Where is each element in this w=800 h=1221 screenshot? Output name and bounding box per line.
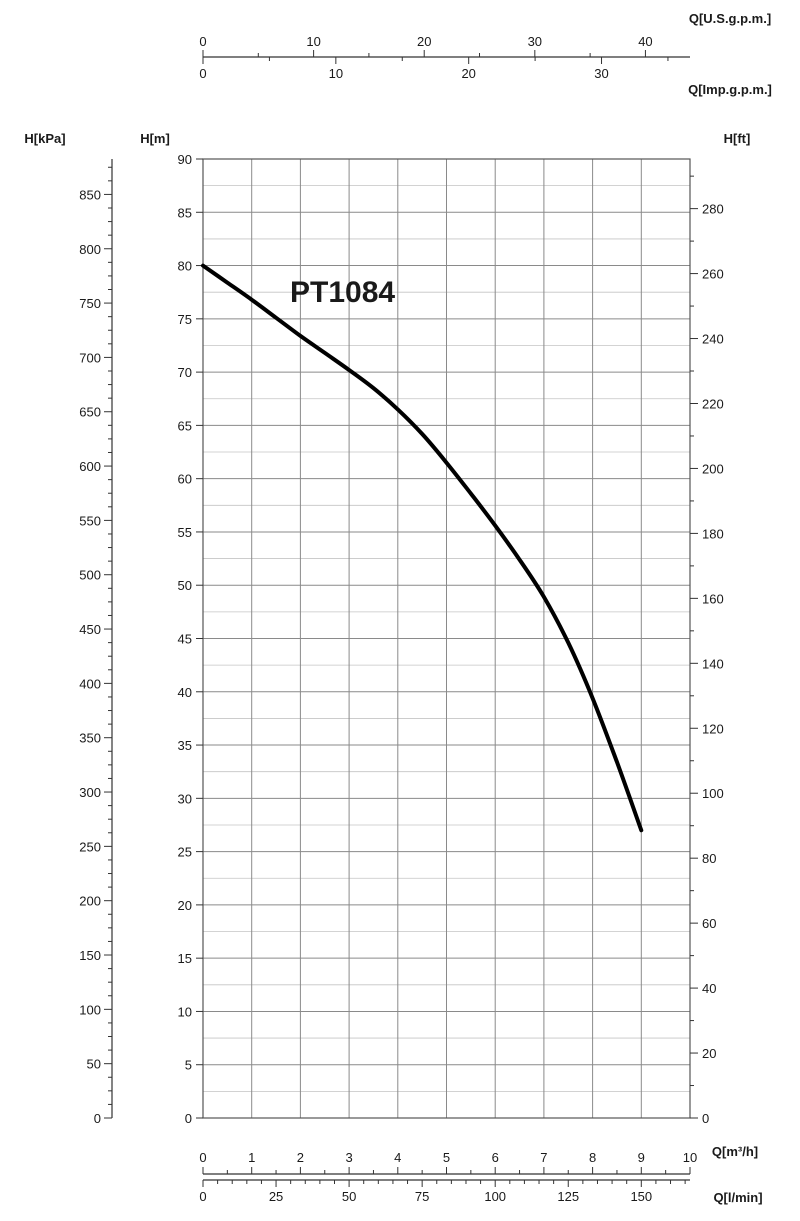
h-kpa-tick-label: 300 [79,785,101,800]
h-kpa-tick-label: 850 [79,187,101,202]
h-m-tick-label: 55 [178,525,192,540]
h-kpa-tick-label: 150 [79,948,101,963]
h-m-tick-label: 25 [178,845,192,860]
q-usgpm-tick-label: 30 [528,34,542,49]
q-m3h-tick-label: 2 [297,1150,304,1165]
h-m-tick-label: 80 [178,259,192,274]
h-m-tick-label: 75 [178,312,192,327]
q-m3h-tick-label: 7 [540,1150,547,1165]
h-kpa-tick-label: 100 [79,1002,101,1017]
h-ft-tick-label: 160 [702,591,724,606]
h-m-tick-label: 30 [178,791,192,806]
h-m-tick-label: 85 [178,205,192,220]
q-impgpm-tick-label: 10 [329,66,343,81]
q-m3h-tick-label: 5 [443,1150,450,1165]
h-ft-tick-label: 100 [702,786,724,801]
h-kpa-tick-label: 500 [79,568,101,583]
q-impgpm-axis-label: Q[Imp.g.p.m.] [688,82,772,97]
h-ft-tick-label: 0 [702,1111,709,1126]
q-m3h-tick-label: 9 [638,1150,645,1165]
h-m-tick-label: 50 [178,578,192,593]
h-kpa-tick-label: 0 [94,1111,101,1126]
h-ft-tick-label: 180 [702,526,724,541]
h-ft-tick-label: 20 [702,1046,716,1061]
q-lmin-tick-label: 100 [484,1189,506,1204]
h-kpa-tick-label: 450 [79,622,101,637]
h-ft-tick-label: 240 [702,332,724,347]
h-ft-tick-label: 140 [702,656,724,671]
h-kpa-tick-label: 250 [79,839,101,854]
q-impgpm-tick-label: 0 [199,66,206,81]
grid [202,158,691,1119]
h-kpa-tick-label: 350 [79,731,101,746]
h-ft-tick-label: 200 [702,461,724,476]
q-m3h-axis-label: Q[m³/h] [712,1144,758,1159]
h-m-tick-label: 35 [178,738,192,753]
h-m-tick-label: 0 [185,1111,192,1126]
h-m-tick-label: 60 [178,472,192,487]
h-kpa-tick-label: 800 [79,242,101,257]
q-impgpm-tick-label: 20 [461,66,475,81]
h-m-tick-label: 90 [178,152,192,167]
h-ft-tick-label: 220 [702,396,724,411]
h-m-tick-label: 40 [178,685,192,700]
curve-label-pt1084: PT1084 [290,276,395,309]
series-line-pt1084 [201,263,644,833]
q-m3h-tick-label: 3 [345,1150,352,1165]
q-lmin-tick-label: 50 [342,1189,356,1204]
q-usgpm-tick-label: 20 [417,34,431,49]
h-ft-tick-label: 80 [702,851,716,866]
h-kpa-tick-label: 650 [79,405,101,420]
axes: 051015202530354045505560657075808590H[m]… [24,11,771,1205]
h-ft-axis-label: H[ft] [724,131,751,146]
h-ft-tick-label: 260 [702,267,724,282]
curves [201,263,644,833]
h-m-tick-label: 45 [178,632,192,647]
h-m-tick-label: 65 [178,418,192,433]
q-lmin-tick-label: 0 [199,1189,206,1204]
q-usgpm-tick-label: 0 [199,34,206,49]
q-usgpm-axis-label: Q[U.S.g.p.m.] [689,11,771,26]
h-ft-tick-label: 40 [702,981,716,996]
h-m-tick-label: 20 [178,898,192,913]
q-m3h-tick-label: 6 [492,1150,499,1165]
q-m3h-tick-label: 10 [683,1150,697,1165]
h-m-axis-label: H[m] [140,131,170,146]
q-lmin-tick-label: 75 [415,1189,429,1204]
q-m3h-tick-label: 8 [589,1150,596,1165]
q-lmin-axis-label: Q[l/min] [713,1190,762,1205]
h-kpa-tick-label: 550 [79,513,101,528]
h-kpa-tick-label: 750 [79,296,101,311]
q-impgpm-tick-label: 30 [594,66,608,81]
h-m-tick-label: 15 [178,951,192,966]
q-m3h-tick-label: 4 [394,1150,401,1165]
h-m-tick-label: 70 [178,365,192,380]
h-kpa-tick-label: 400 [79,676,101,691]
h-ft-tick-label: 60 [702,916,716,931]
q-m3h-tick-label: 1 [248,1150,255,1165]
h-m-tick-label: 10 [178,1004,192,1019]
q-usgpm-tick-label: 40 [638,34,652,49]
h-kpa-axis-label: H[kPa] [24,131,65,146]
h-ft-tick-label: 280 [702,202,724,217]
h-kpa-tick-label: 200 [79,894,101,909]
h-ft-tick-label: 120 [702,721,724,736]
h-kpa-tick-label: 700 [79,350,101,365]
h-m-tick-label: 5 [185,1058,192,1073]
h-kpa-tick-label: 600 [79,459,101,474]
q-lmin-tick-label: 150 [630,1189,652,1204]
q-lmin-tick-label: 125 [557,1189,579,1204]
q-m3h-tick-label: 0 [199,1150,206,1165]
q-usgpm-tick-label: 10 [306,34,320,49]
h-kpa-tick-label: 50 [87,1057,101,1072]
q-lmin-tick-label: 25 [269,1189,283,1204]
